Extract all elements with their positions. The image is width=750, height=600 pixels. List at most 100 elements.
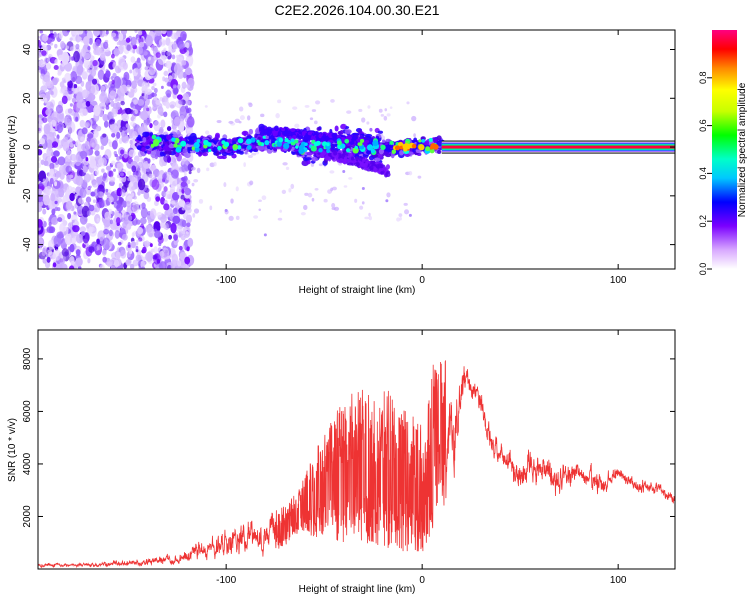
heatmap-noise-blob xyxy=(50,155,58,163)
heatmap-fringe-blob xyxy=(193,179,199,183)
heatmap-noise-blob xyxy=(129,69,133,74)
heatmap-noise-blob xyxy=(142,256,147,262)
heatmap-noise-blob xyxy=(55,104,64,114)
snr-y-label: SNR (10 * v/v) xyxy=(7,418,18,482)
y-tick-label: 4000 xyxy=(22,452,33,475)
heatmap-noise-blob xyxy=(38,188,43,195)
heatmap-core-blob xyxy=(411,143,417,149)
heatmap-noise-blob xyxy=(153,93,157,97)
heatmap-noise-blob xyxy=(116,162,124,170)
heatmap-ridge-blob xyxy=(239,150,244,155)
heatmap-noise-blob xyxy=(153,96,158,101)
heatmap-noise-blob xyxy=(113,48,120,57)
heatmap-core-blob xyxy=(196,138,201,143)
heatmap-fringe-blob xyxy=(255,151,259,155)
heatmap-noise-blob xyxy=(89,158,97,169)
heatmap-noise-blob xyxy=(110,76,114,80)
heatmap-noise-blob xyxy=(87,46,91,51)
heatmap-noise-blob xyxy=(143,51,148,56)
heatmap-noise-blob xyxy=(69,103,73,107)
heatmap-core-blob xyxy=(380,144,386,151)
heatmap-ridge-blob xyxy=(377,130,384,134)
heatmap-noise-blob xyxy=(75,257,83,267)
heatmap-noise-blob xyxy=(131,186,135,191)
heatmap-fringe-blob xyxy=(248,102,253,108)
heatmap-noise-blob xyxy=(126,214,133,222)
heatmap-ridge-blob xyxy=(259,131,265,137)
heatmap-noise-blob xyxy=(115,251,121,260)
heatmap-noise-blob xyxy=(87,258,91,264)
heatmap-noise-blob xyxy=(105,165,112,171)
heatmap-fringe-blob xyxy=(235,215,240,221)
heatmap-noise-blob xyxy=(126,195,133,202)
heatmap-core-blob xyxy=(264,140,270,146)
heatmap-noise-blob xyxy=(110,53,115,59)
heatmap-ridge-blob xyxy=(333,150,338,156)
heatmap-core-blob xyxy=(290,138,295,143)
heatmap-noise-blob xyxy=(130,56,136,63)
heatmap-noise-blob xyxy=(186,179,191,185)
heatmap-noise-blob xyxy=(50,33,53,39)
heatmap-noise-blob xyxy=(39,30,44,34)
heatmap-y-label: Frequency (Hz) xyxy=(7,116,18,185)
heatmap-noise-blob xyxy=(148,56,151,61)
heatmap-core-blob xyxy=(418,144,425,151)
heatmap-ridge-blob xyxy=(432,137,439,143)
heatmap-noise-blob xyxy=(92,59,98,67)
heatmap-noise-blob xyxy=(38,194,43,203)
heatmap-noise-blob xyxy=(76,204,84,215)
heatmap-noise-blob xyxy=(140,260,146,269)
heatmap-core-blob xyxy=(207,148,212,153)
heatmap-ridge-blob xyxy=(399,149,404,156)
heatmap-noise-blob xyxy=(53,235,62,248)
heatmap-core-blob xyxy=(250,137,256,143)
heatmap-ridge-blob xyxy=(301,131,306,136)
heatmap-noise-blob xyxy=(184,42,190,49)
heatmap-noise-blob xyxy=(119,126,123,133)
heatmap-noise-blob xyxy=(103,217,111,228)
snr-panel: -100 0 100 2000 4000 6000 8000 Height of stra… xyxy=(7,329,676,595)
heatmap-noise-blob xyxy=(52,262,57,268)
heatmap-noise-blob xyxy=(178,122,185,133)
heatmap-noise-blob xyxy=(148,232,153,237)
heatmap-noise-blob xyxy=(131,130,138,141)
heatmap-core-blob xyxy=(223,141,230,148)
heatmap-noise-blob xyxy=(114,230,120,239)
heatmap-noise-blob xyxy=(52,141,59,148)
heatmap-noise-blob xyxy=(38,200,44,207)
heatmap-fringe-blob xyxy=(206,167,210,172)
heatmap-noise-blob xyxy=(64,233,73,246)
heatmap-noise-blob xyxy=(122,62,128,70)
heatmap-fringe-blob xyxy=(384,108,388,112)
heatmap-fringe-blob xyxy=(304,105,310,108)
heatmap-ridge-blob xyxy=(353,162,360,167)
heatmap-noise-blob xyxy=(185,264,190,269)
heatmap-noise-blob xyxy=(178,245,183,251)
heatmap-noise-blob xyxy=(49,30,54,34)
heatmap-noise-blob xyxy=(42,178,46,184)
heatmap-noise-blob xyxy=(65,165,72,174)
heatmap-noise-blob xyxy=(145,224,153,233)
heatmap-noise-blob xyxy=(172,207,178,215)
heatmap-noise-blob xyxy=(137,30,143,36)
heatmap-noise-blob xyxy=(126,170,132,176)
heatmap-noise-blob xyxy=(171,253,179,265)
heatmap-ridge-blob xyxy=(141,147,146,152)
heatmap-ridge-blob xyxy=(305,135,311,140)
heatmap-noise-blob xyxy=(157,106,164,116)
heatmap-ridge-blob xyxy=(376,153,383,159)
heatmap-frame xyxy=(37,29,676,270)
heatmap-y-ticks: -40 -20 0 20 40 xyxy=(22,44,675,252)
heatmap-ridge-blob xyxy=(263,147,269,151)
heatmap-noise-blob xyxy=(95,169,100,176)
heatmap-noise-blob xyxy=(67,80,73,89)
heatmap-fringe-blob xyxy=(323,198,328,203)
heatmap-noise-blob xyxy=(103,120,109,128)
heatmap-noise-blob xyxy=(61,95,68,105)
heatmap-noise-blob xyxy=(69,221,73,226)
heatmap-ridge-blob xyxy=(425,140,430,146)
heatmap-noise-blob xyxy=(124,107,128,112)
heatmap-ridge-blob xyxy=(257,136,262,141)
heatmap-fringe-blob xyxy=(366,121,370,125)
heatmap-core-blob xyxy=(345,148,351,153)
